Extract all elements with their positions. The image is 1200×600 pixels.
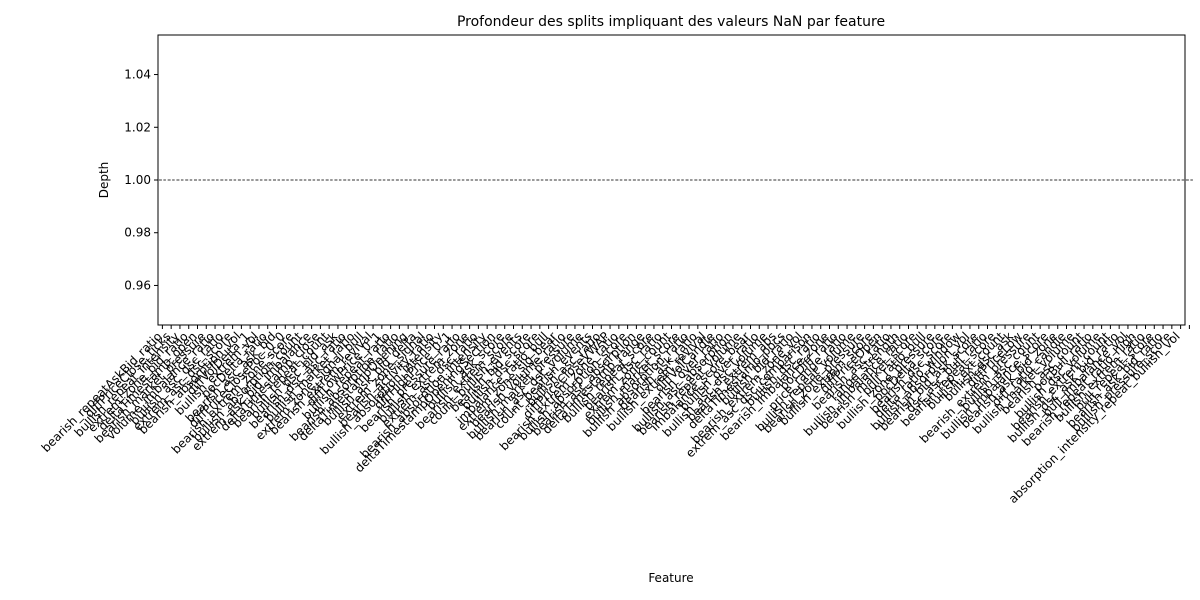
y-tick-label: 0.96	[124, 278, 151, 292]
chart-title: Profondeur des splits impliquant des val…	[457, 14, 885, 30]
y-tick-label: 0.98	[124, 226, 151, 240]
y-tick-label: 1.04	[124, 68, 151, 82]
y-axis-label: Depth	[97, 162, 111, 199]
y-tick-label: 1.00	[124, 173, 151, 187]
x-axis-label: Feature	[648, 571, 693, 585]
y-tick-label: 1.02	[124, 120, 151, 134]
plot-frame	[157, 34, 1186, 326]
